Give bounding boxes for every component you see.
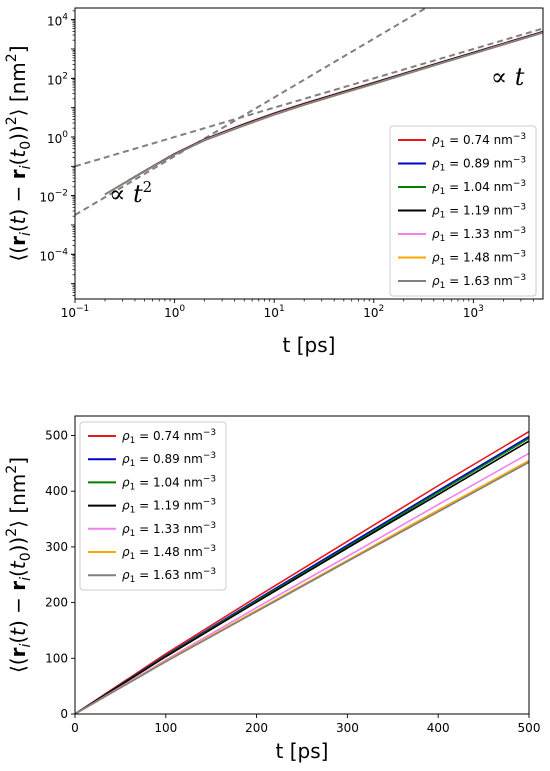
legend-label-formatted: ρ1 = 1.48 nm−3	[432, 250, 526, 268]
legend-label-formatted: ρ1 = 1.04 nm−3	[122, 474, 216, 492]
y-tick-label: 104	[47, 13, 68, 29]
y-tick-label: 0	[60, 707, 68, 721]
legend-label-formatted: ρ1 = 1.48 nm−3	[122, 544, 216, 562]
legend: ρ1 = 0.74 nm−3ρ1 = 0.74 nm−3ρ1 = 0.89 nm…	[79, 421, 227, 591]
legend-frame	[79, 421, 227, 591]
x-tick-label: 0	[71, 721, 79, 735]
legend-label-formatted: ρ1 = 0.74 nm−3	[122, 428, 216, 446]
y-tick-label: 300	[45, 540, 68, 554]
x-tick-label: 300	[336, 721, 359, 735]
legend-label-formatted: ρ1 = 1.33 nm−3	[432, 226, 526, 244]
x-tick-label: 10−1	[61, 304, 90, 320]
series-line-6	[104, 32, 543, 196]
legend-label-formatted: ρ1 = 1.33 nm−3	[122, 521, 216, 539]
plot-area	[75, 430, 529, 714]
legend-label-formatted: ρ1 = 1.63 nm−3	[122, 567, 216, 585]
legend-label-formatted: ρ1 = 0.74 nm−3	[432, 132, 526, 150]
plot-frame	[74, 415, 530, 715]
chart-panel-top: 10−1 100 101 102 103 10−4 10−2 100 102 104 t [ps] ∝…	[39, 7, 544, 357]
y-axis-title: ⟨(r_i(t) − r_i(t_0))^2⟩ [nm^2]⟨(ri(t) − …	[4, 45, 34, 261]
ticks: 0 100 200 300 400 500 0 100 200 300 400 500	[45, 428, 540, 735]
x-tick-label: 400	[427, 721, 450, 735]
legend-label-formatted: ρ1 = 1.19 nm−3	[432, 203, 526, 221]
x-tick-label: 500	[518, 721, 541, 735]
series-line-3	[75, 440, 529, 714]
legend-label-formatted: ρ1 = 1.19 nm−3	[122, 498, 216, 516]
x-axis-title: t [ps]	[283, 333, 336, 357]
plot-frame	[74, 7, 544, 300]
y-axis-title: ⟨(r_i(t) − r_i(t_0))^2⟩ [nm^2]⟨(ri(t) − …	[4, 457, 34, 673]
y-tick-label: 10−4	[39, 247, 68, 263]
x-tick-label: 103	[463, 304, 484, 320]
y-axis-title-formatted: ⟨(ri(t) − ri(t0))2⟩ [nm2]	[4, 45, 34, 261]
guide-line-diffusive	[75, 27, 543, 168]
chart-panel-bottom: 0 100 200 300 400 500 0 100 200 300 400 500 t [ps] ρ1…	[45, 415, 540, 763]
y-tick-label: 200	[45, 596, 68, 610]
x-axis-title: t [ps]	[276, 739, 329, 763]
y-axis-title-formatted: ⟨(ri(t) − ri(t0))2⟩ [nm2]	[4, 457, 34, 673]
plot-area	[75, 8, 543, 216]
series-line-6	[75, 461, 529, 714]
annotation: ∝ t	[491, 63, 525, 91]
legend-label-formatted: ρ1 = 1.04 nm−3	[432, 179, 526, 197]
x-tick-label: 200	[245, 721, 268, 735]
y-tick-label: 10−2	[39, 189, 68, 205]
y-tick-label: 102	[47, 71, 68, 87]
y-tick-label: 100	[45, 651, 68, 665]
legend: ρ1 = 0.74 nm−3ρ1 = 0.74 nm−3ρ1 = 0.89 nm…	[389, 125, 537, 297]
annotation: ∝ t2	[109, 178, 152, 208]
x-tick-label: 101	[264, 304, 285, 320]
series-line-0	[75, 430, 529, 714]
y-tick-label: 400	[45, 484, 68, 498]
x-tick-label: 100	[164, 304, 185, 320]
y-tick-label: 500	[45, 428, 68, 442]
legend-label-formatted: ρ1 = 0.89 nm−3	[432, 156, 526, 174]
legend-label-formatted: ρ1 = 1.63 nm−3	[432, 273, 526, 291]
x-tick-label: 100	[154, 721, 177, 735]
x-tick-label: 102	[363, 304, 384, 320]
y-tick-label: 100	[47, 130, 68, 146]
legend-label-formatted: ρ1 = 0.89 nm−3	[122, 451, 216, 469]
legend-frame	[389, 125, 537, 297]
ticks: 10−1 100 101 102 103 10−4 10−2 100 102 104	[39, 10, 534, 320]
